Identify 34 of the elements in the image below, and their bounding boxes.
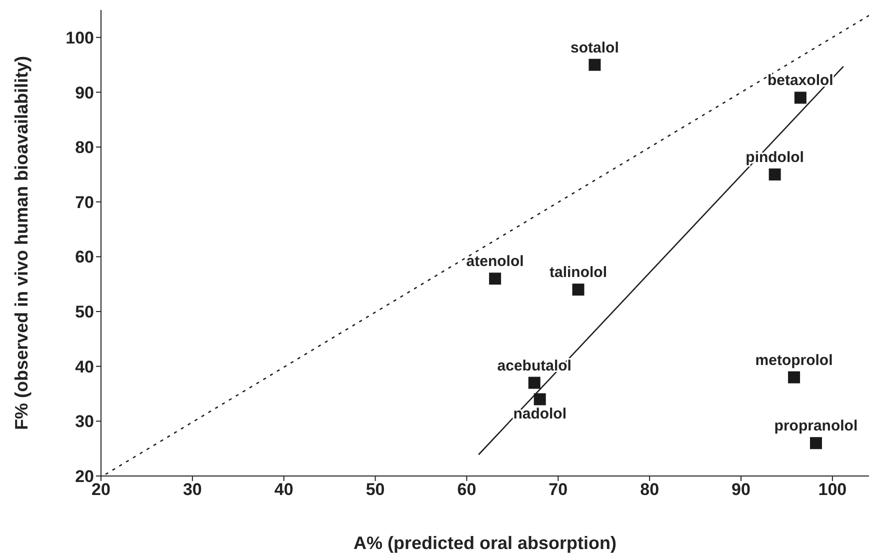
x-axis-title: A% (predicted oral absorption)	[353, 533, 617, 553]
point	[768, 168, 781, 180]
y-tick-label: 70	[75, 192, 94, 212]
x-tick-label: 20	[92, 480, 110, 500]
x-tick-label: 90	[732, 480, 750, 500]
y-tick-label: 30	[75, 412, 94, 432]
y-tick-label: 80	[75, 138, 94, 158]
series-label: nadolol	[513, 406, 567, 423]
series-label: talinolol	[550, 264, 608, 282]
x-tick-label: 30	[182, 480, 202, 500]
point	[489, 272, 502, 285]
point	[528, 376, 540, 389]
x-tick-label: 40	[274, 480, 294, 500]
y-tick-label: 50	[75, 302, 94, 322]
point	[794, 92, 806, 104]
series-label: sotalol	[570, 39, 619, 56]
point	[534, 393, 546, 406]
x-tick-label: 60	[457, 480, 476, 500]
x-tick-label: 100	[818, 480, 847, 500]
point	[788, 371, 800, 384]
y-tick-label: 40	[75, 357, 94, 376]
point	[572, 284, 584, 296]
y-axis-title: F% (observed in vivo human bioavailability)	[11, 56, 32, 430]
x-tick-label: 70	[548, 480, 568, 500]
y-tick-label: 60	[75, 248, 94, 267]
series-label: propranolol	[774, 418, 858, 435]
point	[810, 437, 822, 450]
series-label: atenolol	[466, 253, 524, 270]
point	[588, 58, 601, 71]
y-tick-label: 90	[75, 83, 94, 102]
series-label: metoprolol	[755, 352, 833, 369]
x-tick-label: 50	[366, 480, 385, 500]
x-tick-label: 80	[640, 480, 660, 500]
y-tick-label: 100	[66, 28, 94, 48]
